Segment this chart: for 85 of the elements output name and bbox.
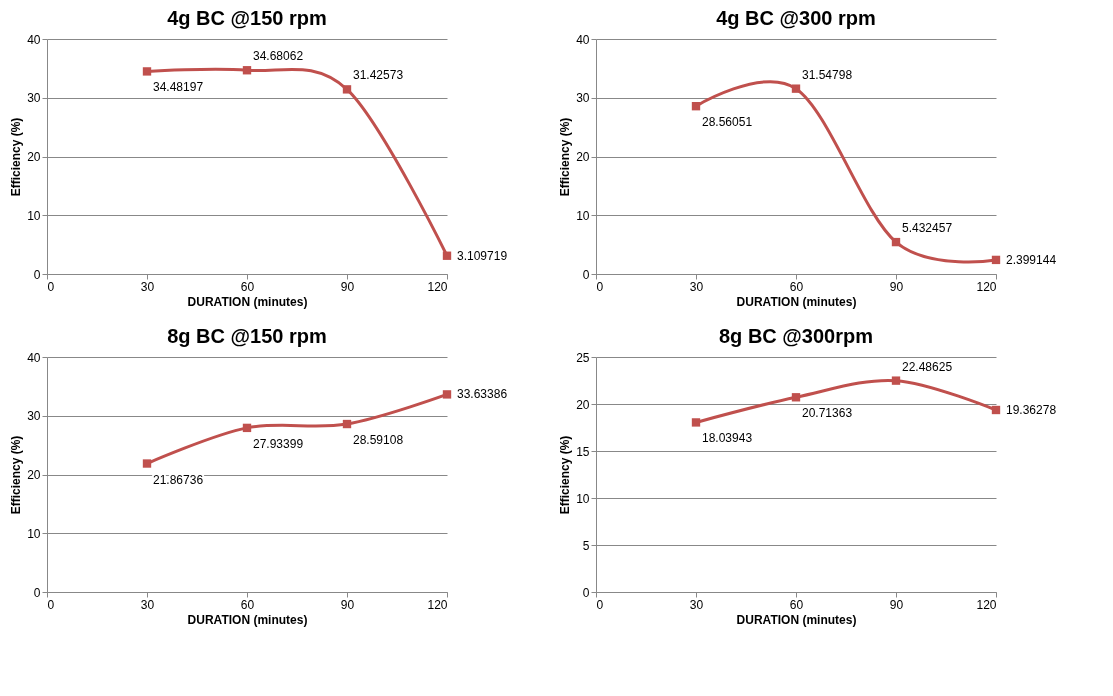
x-tick-label: 0 (596, 597, 604, 612)
y-tick-label: 10 (576, 491, 590, 506)
data-label: 34.68062 (253, 49, 304, 64)
x-axis-title: DURATION (minutes) (736, 294, 857, 309)
x-tick-label: 120 (976, 279, 997, 294)
y-tick-label: 30 (576, 91, 590, 106)
chart-title: 4g BC @300 rpm (716, 7, 876, 29)
point (142, 459, 152, 468)
x-tick-label: 30 (689, 279, 704, 294)
x-tick-label: 60 (240, 279, 255, 294)
y-tick-label: 15 (576, 444, 590, 459)
y-tick-label: 40 (576, 32, 590, 47)
point (242, 66, 252, 75)
data-label: 34.48197 (153, 80, 204, 95)
y-tick-label: 20 (576, 397, 590, 412)
point (442, 390, 452, 399)
point (791, 393, 801, 402)
x-axis-title: DURATION (minutes) (736, 612, 857, 627)
point (991, 255, 1001, 265)
y-tick-label: 30 (27, 91, 41, 106)
chart-title: 4g BC @150 rpm (167, 7, 327, 29)
x-tick-label: 90 (340, 279, 355, 294)
x-tick-label: 90 (340, 597, 355, 612)
y-axis-title: Efficiency (%) (558, 117, 573, 197)
data-label: 21.86736 (153, 472, 204, 487)
point (142, 67, 152, 76)
y-tick-label: 10 (576, 208, 590, 223)
data-label: 19.36278 (1006, 402, 1057, 417)
data-label: 33.63386 (457, 387, 508, 402)
y-tick-label: 40 (27, 32, 41, 47)
point (991, 405, 1001, 415)
x-tick-label: 120 (427, 597, 448, 612)
x-tick-label: 30 (689, 597, 704, 612)
y-tick-label: 5 (582, 538, 590, 553)
x-axis-title: DURATION (minutes) (187, 612, 308, 627)
y-tick-label: 20 (576, 150, 590, 164)
point (242, 423, 252, 433)
data-label: 22.48625 (902, 359, 953, 374)
y-tick-label: 25 (576, 350, 590, 365)
data-label: 18.03943 (702, 431, 753, 446)
data-label: 28.59108 (353, 433, 404, 448)
y-tick-label: 30 (27, 409, 41, 424)
x-tick-label: 90 (889, 597, 904, 612)
point (691, 418, 701, 427)
x-tick-label: 0 (47, 597, 55, 612)
y-tick-label: 20 (27, 150, 41, 164)
x-tick-label: 120 (976, 597, 997, 612)
data-label: 5.432457 (902, 221, 953, 236)
point (891, 376, 901, 385)
y-tick-label: 10 (27, 208, 41, 223)
y-tick-label: 20 (27, 468, 41, 482)
x-tick-label: 0 (596, 279, 604, 294)
data-label: 2.399144 (1006, 252, 1057, 267)
y-tick-label: 0 (33, 585, 41, 600)
y-axis-title: Efficiency (%) (9, 117, 24, 197)
data-label: 28.56051 (702, 115, 753, 130)
x-tick-label: 30 (140, 597, 155, 612)
chart-title: 8g BC @150 rpm (167, 325, 327, 347)
point (891, 237, 901, 247)
y-axis-title: Efficiency (%) (9, 435, 24, 515)
chart-title: 8g BC @300rpm (719, 325, 873, 347)
y-tick-label: 10 (27, 526, 41, 541)
x-axis-title: DURATION (minutes) (187, 294, 308, 309)
data-label: 31.42573 (353, 68, 404, 83)
y-tick-label: 0 (582, 585, 590, 600)
x-tick-label: 30 (140, 279, 155, 294)
point (691, 102, 701, 111)
y-tick-label: 0 (582, 267, 590, 282)
y-tick-label: 0 (33, 267, 41, 282)
point (342, 85, 352, 94)
point (791, 84, 801, 93)
x-tick-label: 60 (789, 597, 804, 612)
data-label: 27.93399 (253, 436, 304, 451)
x-tick-label: 60 (789, 279, 804, 294)
x-tick-label: 120 (427, 279, 448, 294)
point (442, 251, 452, 260)
data-label: 31.54798 (802, 67, 853, 82)
x-tick-label: 90 (889, 279, 904, 294)
data-label: 20.71363 (802, 406, 853, 421)
x-tick-label: 60 (240, 597, 255, 612)
data-label: 3.109719 (457, 248, 508, 263)
point (342, 419, 352, 429)
x-tick-label: 0 (47, 279, 55, 294)
y-tick-label: 40 (27, 350, 41, 365)
y-axis-title: Efficiency (%) (558, 435, 573, 515)
